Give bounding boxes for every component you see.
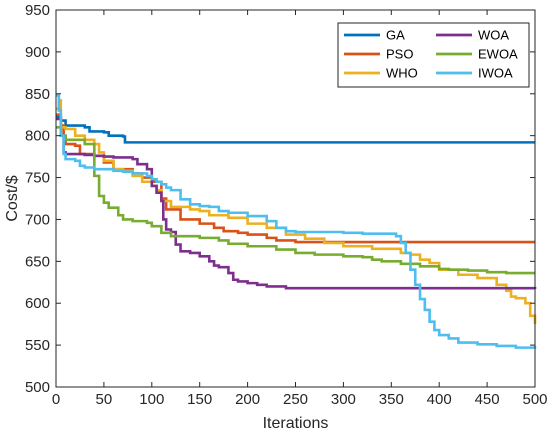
- series-line-ga: [56, 115, 535, 144]
- x-tick-label: 350: [379, 391, 404, 408]
- y-tick-label: 550: [25, 337, 50, 354]
- x-tick-label: 500: [522, 391, 547, 408]
- series-lines: [56, 94, 537, 349]
- x-tick-label: 150: [187, 391, 212, 408]
- series-line-woa: [56, 117, 537, 290]
- x-tick-label: 200: [235, 391, 260, 408]
- x-tick-label: 100: [139, 391, 164, 408]
- x-tick-label: 50: [96, 391, 113, 408]
- legend: GA PSO WHO WOA EWOA IWOA: [337, 22, 530, 88]
- y-tick-label: 950: [25, 2, 50, 19]
- x-tick-label: 250: [283, 391, 308, 408]
- x-axis-label: Iterations: [263, 415, 329, 432]
- series-line-who: [56, 99, 537, 325]
- ticks: 0 50 100 150 200 250 300 350 400 450 500 500 550 600 6…: [25, 2, 548, 408]
- legend-label-iwoa: IWOA: [478, 66, 513, 81]
- y-tick-label: 800: [25, 128, 50, 145]
- y-tick-label: 650: [25, 253, 50, 270]
- legend-label-pso: PSO: [386, 47, 413, 62]
- y-tick-label: 750: [25, 170, 50, 187]
- x-tick-label: 450: [475, 391, 500, 408]
- legend-label-ga: GA: [386, 28, 405, 43]
- y-tick-label: 700: [25, 211, 50, 228]
- x-tick-label: 300: [331, 391, 356, 408]
- legend-label-who: WHO: [386, 66, 418, 81]
- y-tick-label: 900: [25, 44, 50, 61]
- y-tick-label: 500: [25, 379, 50, 396]
- x-tick-label: 0: [52, 391, 60, 408]
- series-line-iwoa: [56, 94, 537, 349]
- x-tick-label: 400: [427, 391, 452, 408]
- legend-label-ewoa: EWOA: [478, 47, 518, 62]
- series-line-ewoa: [56, 125, 535, 275]
- y-axis-label: Cost/$: [4, 175, 21, 221]
- y-tick-label: 600: [25, 295, 50, 312]
- legend-label-woa: WOA: [478, 28, 509, 43]
- y-tick-label: 850: [25, 86, 50, 103]
